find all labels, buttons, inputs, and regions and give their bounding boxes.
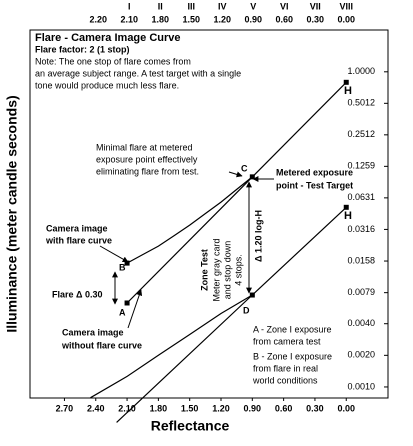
annotation: Zone Test [199,249,209,291]
annotation: without flare curve [61,340,142,350]
point-marker [343,204,349,210]
zone-label: IV [218,1,227,11]
top-tick-label: 1.80 [151,14,169,24]
y-tick-label: 0.5012 [347,98,375,108]
curve [126,176,253,264]
top-tick-label: 1.50 [182,14,200,24]
zone-label: VII [310,1,321,11]
pointer-arrow [228,171,243,178]
curve [90,294,253,399]
top-tick-label: 0.30 [306,14,324,24]
annotation: Note: The one stop of flare comes from [35,56,191,66]
x-tick-label: 0.00 [337,403,355,413]
point-marker [249,174,255,180]
chart-title: Flare - Camera Image Curve [35,32,181,44]
x-tick-label: 0.30 [306,403,324,413]
x-tick-label: 1.50 [181,403,199,413]
zone-label: VI [280,1,289,11]
x-tick-label: 2.40 [87,403,105,413]
annotation: exposure point effectively [96,154,198,164]
y-tick-label: 0.1259 [347,161,375,171]
top-tick-label: 1.20 [213,14,231,24]
annotation: Meter gray card [211,238,221,301]
y-axis-label: Illuminance (meter candle seconds) [4,95,20,332]
point-marker [249,292,255,298]
point-label: H [344,85,352,97]
pointer-arrow [99,245,129,263]
top-tick-label: 0.60 [275,14,293,24]
annotation: Camera image [46,223,108,233]
y-tick-label: 0.2512 [347,129,375,139]
annotation: with flare curve [45,235,112,245]
annotation: eliminating flare from test. [96,166,199,176]
y-tick-label: 1.0000 [347,66,375,76]
point-label: B [119,262,126,272]
point-marker [124,300,130,306]
x-tick-label: 0.90 [244,403,262,413]
y-tick-label: 0.0316 [347,224,375,234]
y-tick-label: 0.0040 [347,318,375,328]
annotation: from camera test [253,336,321,346]
x-tick-label: 2.10 [118,403,136,413]
point-label: C [241,163,248,173]
top-tick-label: 0.90 [244,14,262,24]
annotation: world conditions [252,375,318,385]
annotation: point - Test Target [276,180,353,190]
x-tick-label: 1.20 [212,403,230,413]
point-label: D [243,305,250,315]
annotation: Metered exposure [276,167,353,177]
zone-label: III [187,1,195,11]
y-tick-label: 0.0010 [347,381,375,391]
curve [126,81,347,304]
annotation: from flare in real [253,363,318,373]
annotation: tone would produce much less flare. [35,80,179,90]
top-tick-label: 2.20 [89,14,107,24]
zone-label: I [128,1,131,11]
top-tick-label: 2.10 [120,14,138,24]
annotation: 4 stops. [233,254,243,286]
x-axis-label: Reflectance [151,418,230,434]
x-tick-label: 1.80 [150,403,168,413]
pointer-arrow [127,289,143,329]
zone-label: V [250,1,256,11]
point-label: A [119,307,126,317]
annotation: and stop down [222,241,232,300]
y-tick-label: 0.0631 [347,192,375,202]
point-marker [124,260,130,266]
zone-label: II [158,1,163,11]
x-tick-label: 2.70 [56,403,74,413]
point-marker [343,79,349,85]
annotation: Flare Δ 0.30 [52,289,103,299]
plot-frame [29,29,389,399]
annotation: B - Zone I exposure [253,351,332,361]
x-tick-label: 0.60 [275,403,293,413]
annotation: Camera image [62,327,124,337]
annotation: Δ 1.20 log-H [253,210,263,262]
top-tick-label: 0.00 [337,14,355,24]
curve [116,206,347,423]
annotation: Flare factor: 2 (1 stop) [35,44,130,54]
zone-label: VIII [339,1,353,11]
annotation: Minimal flare at metered [96,142,193,152]
point-label: H [344,210,352,222]
annotation: A - Zone I exposure [253,324,332,334]
annotation: an average subject range. A test target … [35,68,241,78]
y-tick-label: 0.0020 [347,350,375,360]
y-tick-label: 0.0158 [347,255,375,265]
y-tick-label: 0.0079 [347,287,375,297]
